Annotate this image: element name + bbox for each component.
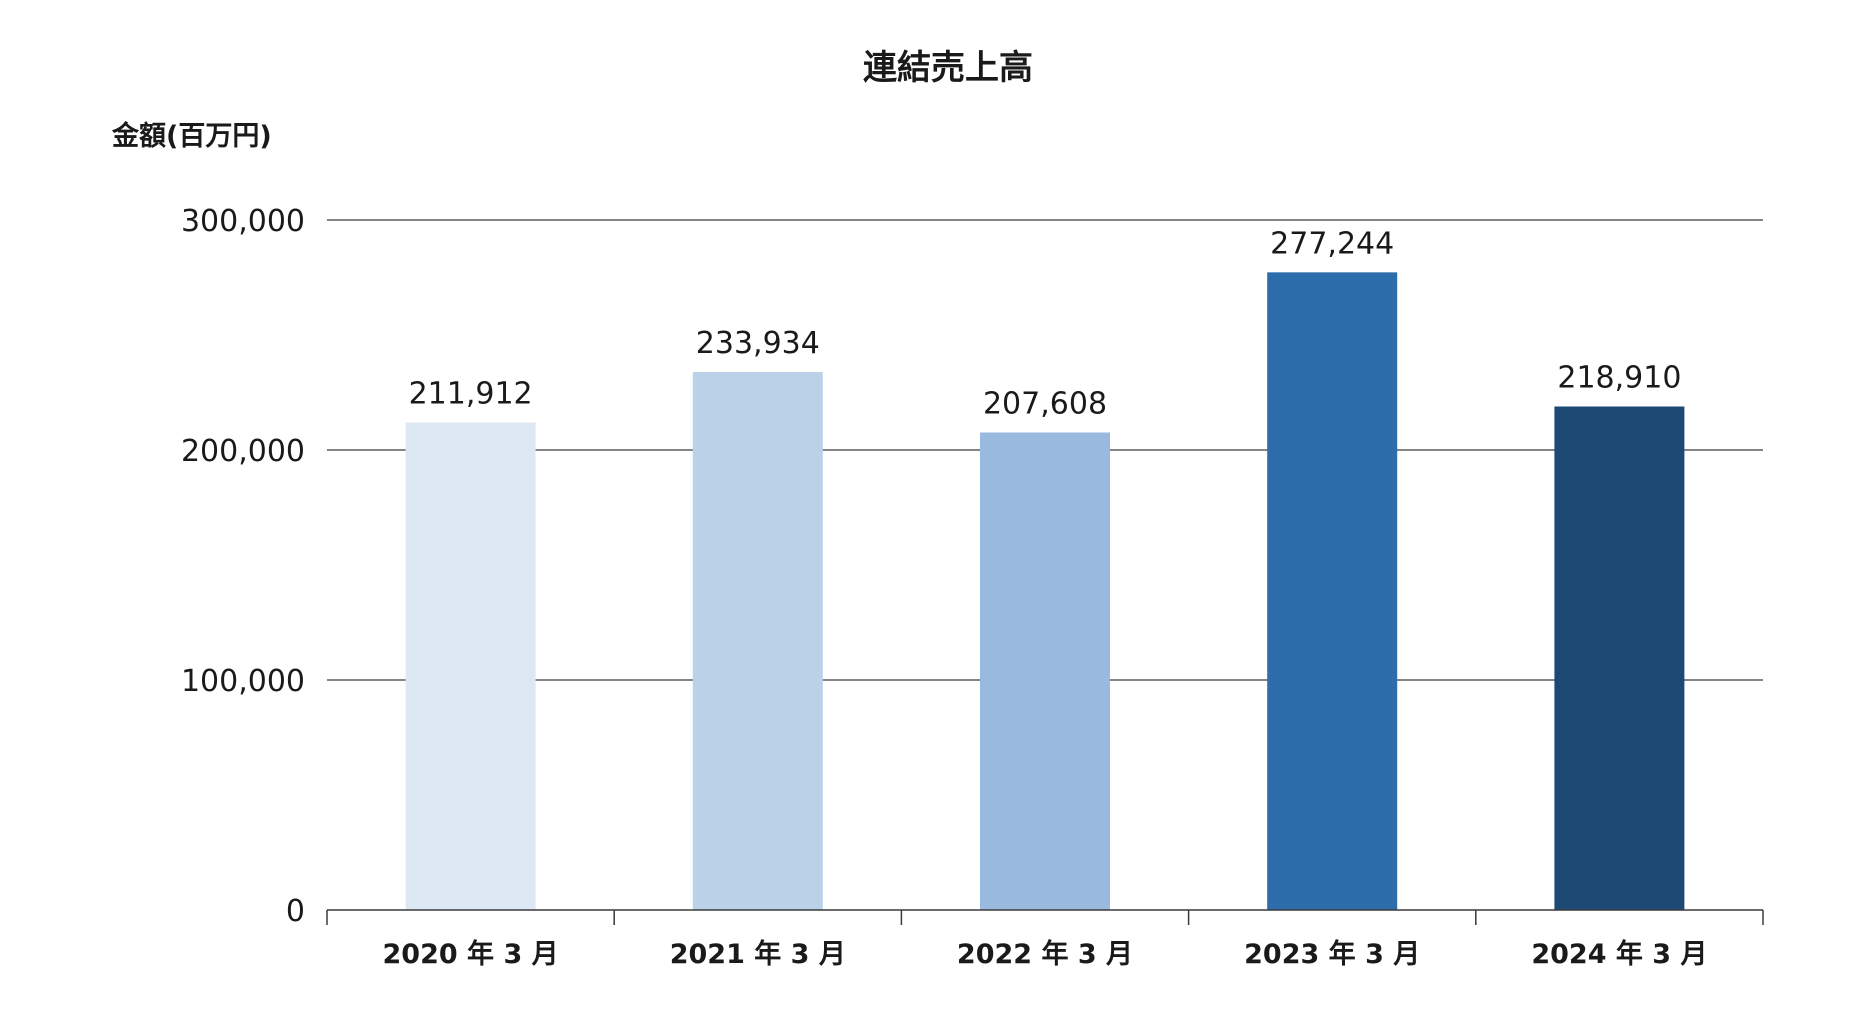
bar-value-label: 233,934 <box>696 326 820 361</box>
y-axis-ticks: 0 100,000 200,000 300,000 <box>181 204 305 929</box>
bar-value-label: 277,244 <box>1270 226 1394 261</box>
x-axis <box>326 909 1764 925</box>
data-labels: 211,912 233,934 207,608 277,244 218,910 <box>409 226 1682 421</box>
x-tick-label: 2023 年 3 月 <box>1244 938 1420 970</box>
bar <box>405 422 536 910</box>
y-axis-label: 金額(百万円) <box>111 120 272 152</box>
bar-value-label: 211,912 <box>409 377 533 412</box>
bar <box>692 371 823 911</box>
bar <box>1267 272 1398 910</box>
bars <box>405 272 1685 911</box>
y-tick-label: 100,000 <box>181 664 305 699</box>
bar-value-label: 207,608 <box>983 387 1107 422</box>
x-tick-label: 2020 年 3 月 <box>383 938 559 970</box>
y-tick-label: 0 <box>286 894 305 929</box>
bar <box>1554 406 1685 910</box>
x-tick-label: 2022 年 3 月 <box>957 938 1133 970</box>
bar-value-label: 218,910 <box>1557 361 1681 396</box>
chart-title: 連結売上高 <box>863 48 1033 88</box>
x-tick-label: 2024 年 3 月 <box>1531 938 1707 970</box>
y-tick-label: 200,000 <box>181 434 305 469</box>
bar <box>980 432 1110 910</box>
x-axis-ticks: 2020 年 3 月 2021 年 3 月 2022 年 3 月 2023 年 3 月… <box>383 938 1708 970</box>
y-tick-label: 300,000 <box>181 204 305 239</box>
x-tick-label: 2021 年 3 月 <box>670 938 846 970</box>
